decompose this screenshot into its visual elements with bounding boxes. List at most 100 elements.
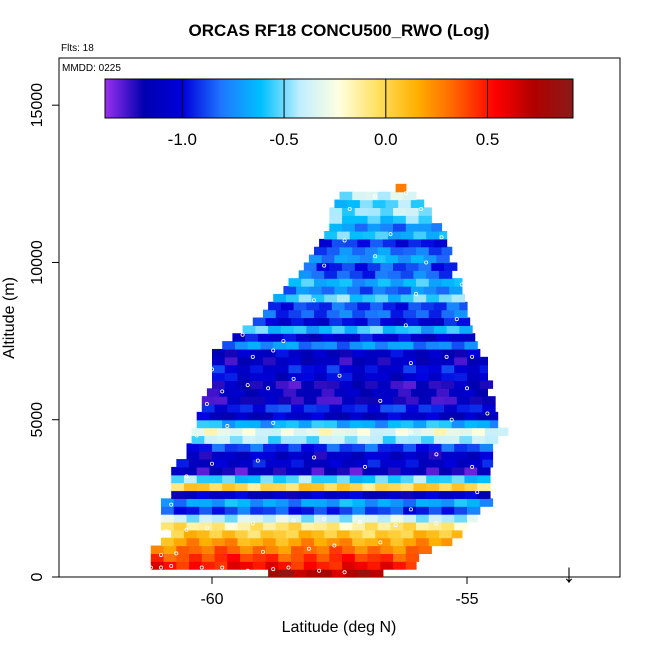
heatmap-cell: [212, 537, 226, 547]
heatmap-cell: [275, 348, 290, 358]
heatmap-cell: [362, 411, 376, 421]
heatmap-cell: [173, 521, 188, 531]
heatmap-cell: [324, 411, 338, 421]
sample-point: [322, 263, 327, 268]
heatmap-cell: [446, 325, 460, 334]
heatmap-cell: [359, 254, 374, 264]
heatmap-cell: [349, 419, 364, 429]
heatmap-cell: [288, 514, 302, 523]
heatmap-cell: [365, 372, 379, 382]
sample-point: [403, 191, 408, 196]
heatmap-cell: [367, 262, 381, 271]
heatmap-cell: [357, 325, 371, 334]
heatmap-cell: [456, 459, 471, 468]
heatmap-cell: [459, 301, 468, 311]
heatmap-cell: [403, 380, 417, 389]
heatmap-cell: [456, 396, 471, 405]
heatmap-cell: [438, 411, 453, 421]
heatmap-cell: [416, 348, 430, 358]
flights-annotation: Flts: 18: [61, 43, 94, 54]
heatmap-cell: [416, 498, 430, 507]
heatmap-cell: [367, 396, 381, 405]
heatmap-cell: [204, 435, 218, 444]
heatmap-cell: [273, 293, 287, 303]
heatmap-cell: [275, 498, 290, 507]
heatmap-cell: [252, 396, 267, 405]
heatmap-cell: [441, 246, 453, 256]
heatmap-cell: [362, 270, 376, 279]
heatmap-cell: [234, 490, 249, 499]
heatmap-cell: [336, 341, 351, 350]
heatmap-cell: [426, 341, 440, 350]
colorbar-gradient: [104, 78, 574, 119]
heatmap-cell: [456, 404, 471, 413]
heatmap-cell: [344, 435, 358, 444]
heatmap-cell: [301, 521, 315, 531]
heatmap-cell: [227, 396, 241, 405]
heatmap-cell: [421, 238, 435, 248]
heatmap-cell: [441, 521, 455, 531]
heatmap-cell: [433, 325, 448, 334]
heatmap-cell: [314, 372, 328, 382]
heatmap-cell: [326, 278, 341, 287]
heatmap-cell: [380, 396, 394, 405]
heatmap-cell: [319, 325, 333, 334]
heatmap-cell: [393, 396, 407, 405]
heatmap-cell: [441, 364, 455, 374]
heatmap-cell: [349, 482, 364, 492]
sample-point: [408, 507, 413, 512]
heatmap-cell: [316, 317, 330, 326]
sample-point: [245, 568, 250, 573]
heatmap-cell: [263, 443, 277, 452]
heatmap-cell: [403, 451, 417, 460]
heatmap-cell: [278, 404, 292, 413]
heatmap-cell: [260, 341, 274, 350]
heatmap-cell: [451, 474, 466, 484]
heatmap-cell: [242, 435, 256, 444]
heatmap-cell: [418, 396, 432, 405]
heatmap-cell: [237, 521, 251, 531]
heatmap-cell: [441, 537, 453, 547]
heatmap-cell: [314, 356, 328, 366]
heatmap-cell: [171, 490, 185, 499]
heatmap-cell: [393, 262, 407, 271]
heatmap-cell: [405, 223, 420, 232]
y-tick-label: 15000: [29, 83, 46, 128]
heatmap-cell: [467, 443, 481, 452]
heatmap-cell: [357, 435, 371, 444]
heatmap-cell: [314, 537, 328, 547]
heatmap-cell: [214, 561, 228, 570]
heatmap-cell: [441, 278, 455, 287]
heatmap-cell: [227, 459, 241, 468]
heatmap-cell: [436, 333, 450, 342]
heatmap-cell: [298, 341, 313, 350]
heatmap-cell: [354, 215, 369, 224]
heatmap-cell: [416, 443, 430, 452]
heatmap-cell: [329, 223, 343, 232]
heatmap-cell: [441, 356, 455, 366]
sample-point: [220, 389, 225, 394]
heatmap-cell: [375, 529, 389, 539]
heatmap-cell: [311, 419, 325, 429]
heatmap-cell: [359, 333, 374, 342]
heatmap-cell: [418, 317, 432, 326]
heatmap-cell: [459, 325, 473, 334]
heatmap-cell: [390, 443, 404, 452]
sample-point: [464, 386, 469, 391]
heatmap-cell: [275, 309, 290, 319]
heatmap-cell: [413, 482, 427, 492]
heatmap-cell: [441, 498, 455, 507]
heatmap-cell: [150, 545, 165, 555]
heatmap-cell: [183, 529, 198, 539]
heatmap-cell: [316, 545, 330, 555]
heatmap-cell: [387, 270, 402, 279]
heatmap-cell: [252, 459, 267, 468]
sample-point: [454, 317, 459, 322]
heatmap-cell: [359, 286, 374, 295]
heatmap-cell: [324, 482, 338, 492]
heatmap-cell: [273, 466, 287, 476]
heatmap-cell: [405, 561, 417, 570]
heatmap-cell: [390, 348, 404, 358]
heatmap-cell: [339, 537, 353, 547]
heatmap-cell: [196, 529, 211, 539]
